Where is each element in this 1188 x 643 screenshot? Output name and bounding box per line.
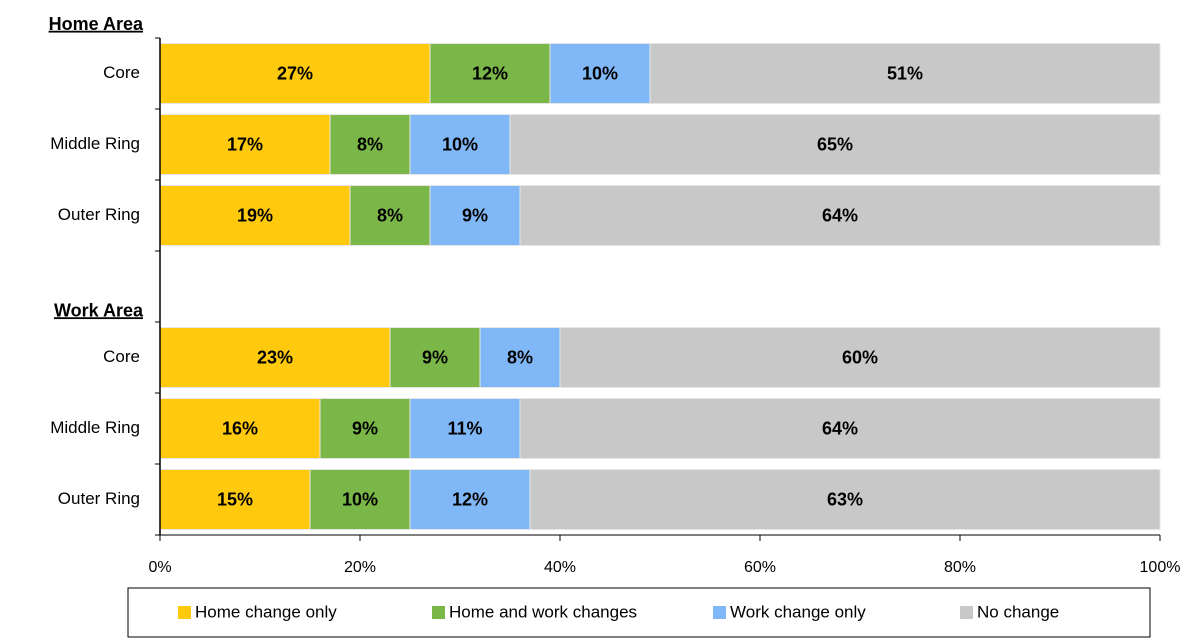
value-label: 51% [887, 63, 923, 83]
value-label: 19% [237, 205, 273, 225]
bar-segment [159, 327, 391, 388]
value-label: 63% [827, 489, 863, 509]
category-label: Middle Ring [50, 418, 140, 437]
legend-label: Work change only [730, 602, 866, 621]
x-tick-label: 40% [544, 559, 576, 576]
x-tick-label: 0% [148, 559, 171, 576]
value-label: 10% [582, 63, 618, 83]
bar-segment [529, 469, 1161, 530]
value-label: 64% [822, 418, 858, 438]
bar-segment [329, 114, 411, 175]
value-label: 16% [222, 418, 258, 438]
bar-segment [409, 114, 511, 175]
value-label: 65% [817, 134, 853, 154]
bar-segment [429, 185, 521, 246]
value-label: 17% [227, 134, 263, 154]
category-label: Core [103, 347, 140, 366]
bar-segment [409, 398, 521, 459]
value-label: 8% [357, 134, 383, 154]
value-label: 10% [342, 489, 378, 509]
bar-segment [159, 469, 311, 530]
bar-segment [519, 185, 1161, 246]
legend-box [127, 587, 1151, 638]
group-label: Work Area [54, 300, 144, 320]
category-label: Middle Ring [50, 134, 140, 153]
value-label: 8% [507, 347, 533, 367]
value-label: 27% [277, 63, 313, 83]
value-label: 8% [377, 205, 403, 225]
bar-segment [309, 469, 411, 530]
value-label: 60% [842, 347, 878, 367]
bar-segment [319, 398, 411, 459]
bar-segment [559, 327, 1161, 388]
bar-segment [159, 114, 331, 175]
category-label: Core [103, 63, 140, 82]
legend-label: Home change only [195, 602, 337, 621]
x-tick-label: 60% [744, 559, 776, 576]
category-label: Outer Ring [58, 489, 140, 508]
bar-segment [649, 43, 1161, 104]
legend-swatch [178, 606, 191, 619]
bar-segment [479, 327, 561, 388]
x-tick-label: 100% [1140, 559, 1181, 576]
legend-swatch [713, 606, 726, 619]
value-label: 11% [447, 418, 482, 438]
value-label: 9% [422, 347, 448, 367]
bar-segment [159, 185, 351, 246]
group-label: Home Area [49, 14, 144, 34]
x-tick-label: 80% [944, 559, 976, 576]
value-label: 9% [462, 205, 488, 225]
legend-label: Home and work changes [449, 602, 637, 621]
legend-swatch [960, 606, 973, 619]
bar-segment [429, 43, 551, 104]
legend-swatch [432, 606, 445, 619]
legend-label: No change [977, 602, 1059, 621]
value-label: 15% [217, 489, 253, 509]
value-label: 12% [472, 63, 508, 83]
value-label: 23% [257, 347, 293, 367]
category-label: Outer Ring [58, 205, 140, 224]
value-label: 10% [442, 134, 478, 154]
value-label: 12% [452, 489, 488, 509]
bar-segment [519, 398, 1161, 459]
value-label: 64% [822, 205, 858, 225]
bar-segment [159, 43, 431, 104]
bar-segment [509, 114, 1161, 175]
bar-segment [549, 43, 651, 104]
value-label: 9% [352, 418, 378, 438]
x-tick-label: 20% [344, 559, 376, 576]
